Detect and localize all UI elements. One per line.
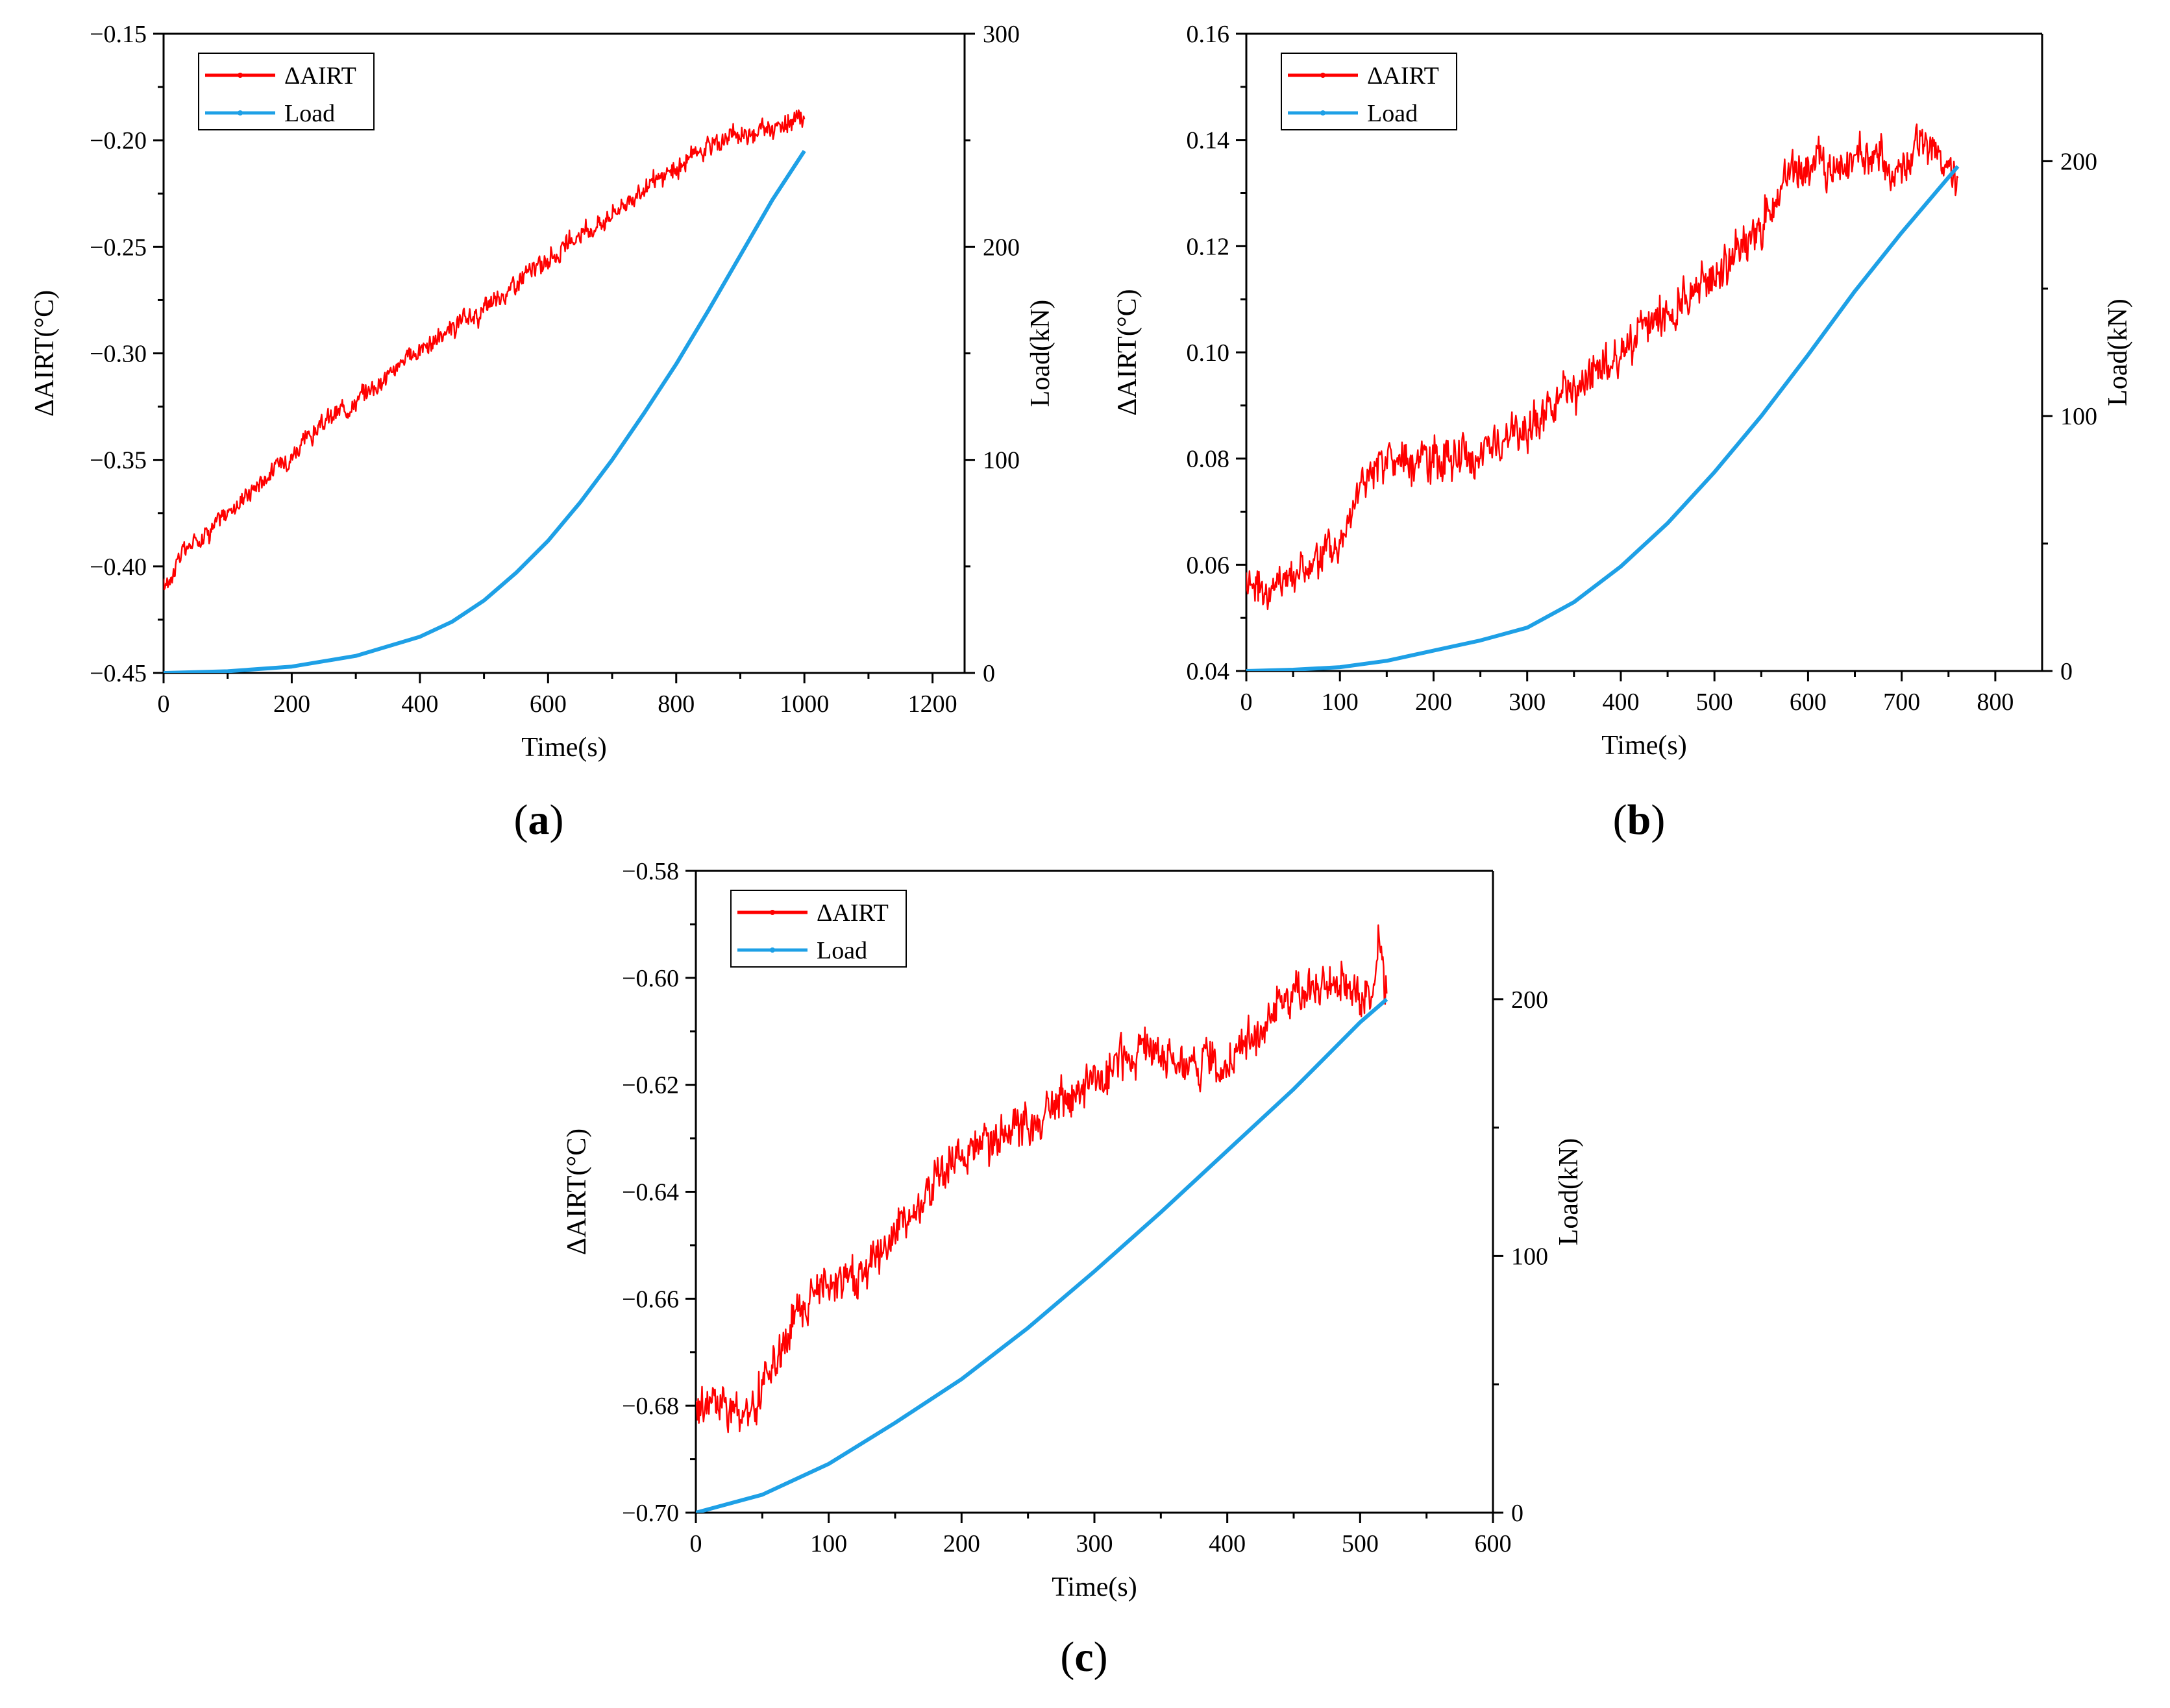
series-line-airt-b [1246,123,1959,611]
y-tick-label: −0.40 [90,554,147,581]
series-line-load-a [164,149,806,673]
y-tick-label: −0.62 [622,1072,679,1099]
legend-label: ΔAIRT [284,62,356,90]
y-axis-title: ΔAIRT(°C) [1113,289,1142,415]
x-tick-label: 400 [1209,1530,1246,1557]
x-tick-label: 600 [530,690,567,718]
y2-tick-label: 0 [2060,658,2073,685]
x-tick-label: 300 [1076,1530,1113,1557]
y-axis-title: ΔAIRT(°C) [30,290,60,417]
y-tick-label: 0.10 [1187,339,1230,367]
legend-label: Load [284,100,335,127]
y-tick-label: −0.70 [622,1500,679,1527]
series-line-load-c [696,997,1388,1513]
series-line-airt-c [696,924,1388,1434]
x-tick-label: 800 [658,690,695,718]
legend-label: ΔAIRT [817,899,889,927]
x-tick-label: 800 [1977,689,2014,716]
x-tick-label: 700 [1883,689,1920,716]
y-tick-label: −0.30 [90,341,147,368]
x-tick-label: 100 [810,1530,847,1557]
y2-axis-title: Load(kN) [1554,1138,1584,1246]
legend-marker [1320,73,1325,78]
y2-tick-label: 0 [1511,1500,1523,1527]
legend: ΔAIRT Load [198,53,375,130]
x-tick-label: 600 [1790,689,1827,716]
y-tick-label: 0.16 [1187,21,1230,48]
y-tick-label: −0.66 [622,1286,679,1313]
legend-box [730,890,907,968]
legend-marker [770,910,775,915]
panel-label: (c) [1060,1633,1107,1681]
legend: ΔAIRT Load [1281,53,1457,130]
x-tick-label: 1200 [908,690,957,718]
x-tick-label: 300 [1509,689,1546,716]
x-axis-title: Time(s) [1052,1572,1137,1602]
x-tick-label: 500 [1696,689,1733,716]
x-tick-label: 500 [1342,1530,1379,1557]
legend-marker [770,947,775,953]
x-tick-label: 400 [401,690,438,718]
x-tick-label: 200 [1415,689,1452,716]
legend-marker [238,73,243,78]
legend: ΔAIRT Load [730,890,907,968]
x-tick-label: 600 [1475,1530,1512,1557]
x-tick-label: 400 [1602,689,1639,716]
chart-panel-b: 0 100 200 300 400 500 600 700 800 0.04 0.06 0.08 0.1… [1113,21,2133,844]
legend-label: Load [1367,100,1418,127]
y-tick-label: −0.58 [622,858,679,885]
series-line-airt-a [164,109,806,591]
x-tick-label: 200 [943,1530,980,1557]
x-tick-label: 1000 [780,690,829,718]
chart-panel-c: 0 100 200 300 400 500 600 −0.70 −0.68 −0.66 −0.64 −… [562,858,1584,1681]
legend-label: Load [817,937,867,964]
y-tick-label: −0.35 [90,447,147,474]
y2-tick-label: 200 [2060,148,2097,175]
y2-tick-label: 200 [983,234,1020,261]
y-tick-label: −0.45 [90,660,147,687]
panel-label: (b) [1613,796,1666,844]
y-tick-label: −0.25 [90,234,147,261]
y2-tick-label: 100 [1511,1243,1548,1270]
y-tick-label: −0.15 [90,21,147,48]
y2-axis-title: Load(kN) [2103,299,2133,406]
y2-tick-label: 200 [1511,986,1548,1014]
y2-tick-label: 100 [2060,403,2097,430]
y2-tick-label: 300 [983,21,1020,48]
y-axis-title: ΔAIRT(°C) [562,1128,592,1255]
x-tick-label: 0 [1240,689,1253,716]
y2-tick-label: 0 [983,660,995,687]
y-tick-label: 0.04 [1187,658,1230,685]
legend-label: ΔAIRT [1367,62,1439,90]
legend-box [1281,53,1457,130]
y2-axis-title: Load(kN) [1026,300,1055,408]
y-tick-label: 0.06 [1187,552,1230,579]
legend-box [198,53,375,130]
y-tick-label: 0.08 [1187,446,1230,473]
x-tick-label: 100 [1322,689,1359,716]
legend-marker [238,110,243,116]
x-tick-label: 0 [158,690,170,718]
y-tick-label: −0.64 [622,1179,679,1206]
x-tick-label: 0 [690,1530,702,1557]
y-tick-label: 0.14 [1187,127,1230,154]
legend-marker [1320,110,1325,116]
panel-label: (a) [514,796,564,844]
x-axis-title: Time(s) [521,733,606,762]
series-line-load-b [1246,165,1960,671]
x-axis-title: Time(s) [1601,731,1686,761]
chart-panel-a: 0 200 400 600 800 1000 1200−0.45−0.40−0.35−0.3… [30,21,1055,844]
y-tick-label: −0.20 [90,127,147,154]
y-tick-label: −0.68 [622,1393,679,1420]
y-tick-label: 0.12 [1187,233,1230,260]
x-tick-label: 200 [273,690,310,718]
y-tick-label: −0.60 [622,965,679,992]
y2-tick-label: 100 [983,447,1020,474]
